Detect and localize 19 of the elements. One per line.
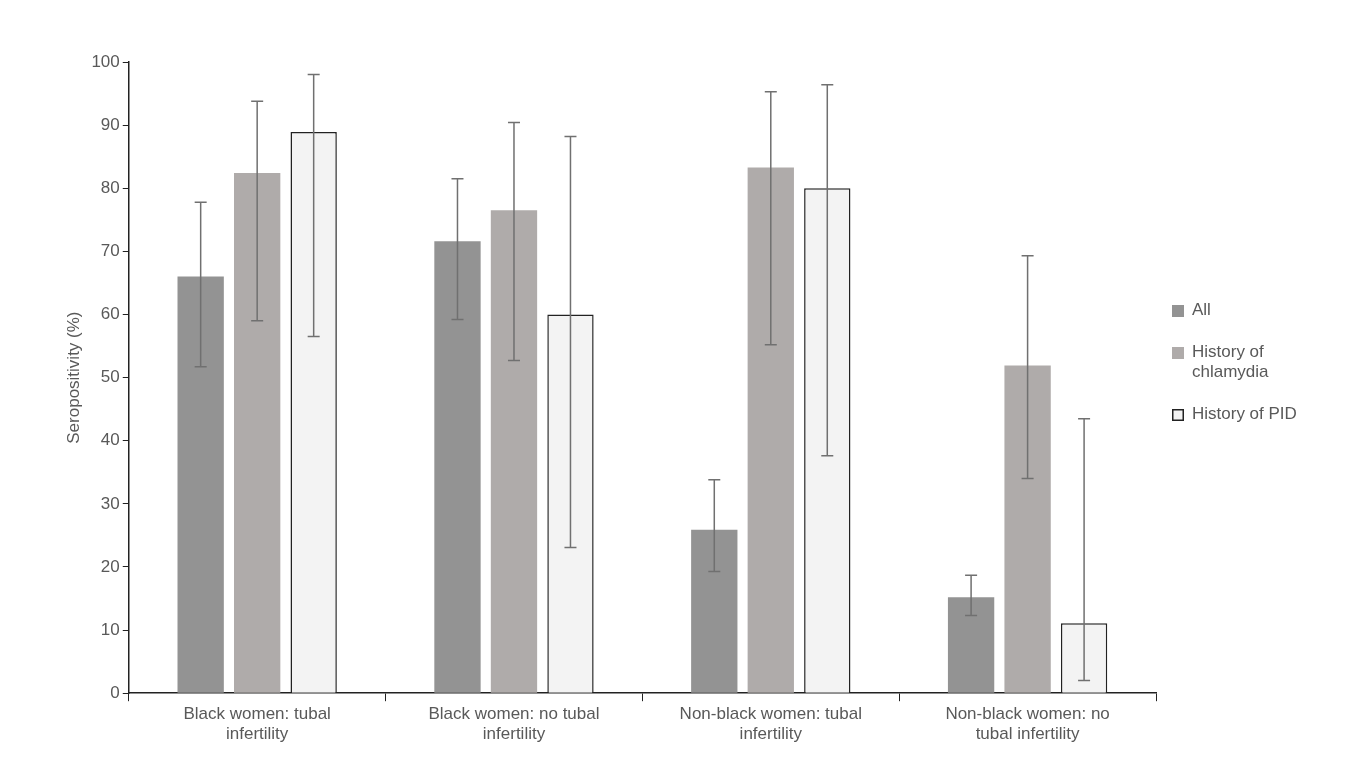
x-tick-label: Non-black women: no tubal infertility [945,704,1110,744]
y-axis-title: Seropositivity (%) [63,311,83,444]
y-tick-label: 80 [100,177,120,197]
y-tick-label: 40 [100,430,120,450]
legend-label: History of chlamydia [1192,342,1270,382]
y-tick-label: 20 [100,556,120,576]
x-tick-label: Black women: no tubal infertility [428,704,600,744]
y-tick-label: 30 [100,493,120,513]
legend-label: History of PID [1192,404,1297,424]
y-tick-label: 0 [110,682,120,702]
y-tick-label: 70 [100,241,120,261]
x-tick-label: Non-black women: tubal infertility [679,704,862,744]
y-tick-label: 90 [100,114,120,134]
y-tick-label: 60 [100,304,120,324]
x-tick-label: Black women: tubal infertility [183,704,331,744]
y-tick-label: 50 [100,367,120,387]
legend-label: All [1192,300,1211,320]
y-tick-label: 10 [100,619,120,639]
y-tick-label: 100 [91,51,120,71]
